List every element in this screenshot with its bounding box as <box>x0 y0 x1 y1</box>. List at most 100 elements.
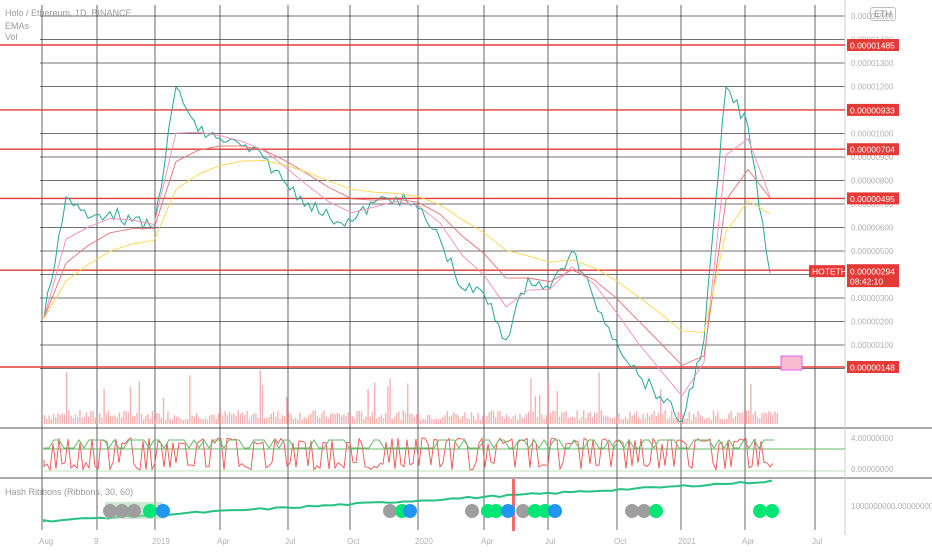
volume-bar <box>345 416 347 424</box>
volume-bar <box>66 372 68 424</box>
volume-bar <box>275 416 277 424</box>
volume-bar <box>338 413 341 424</box>
volume-bar <box>761 413 763 424</box>
volume-bar <box>259 370 261 424</box>
signal-dot-10 <box>489 504 503 518</box>
volume-bar <box>726 418 728 424</box>
volume-bar <box>178 417 180 424</box>
volume-bar <box>495 417 497 424</box>
volume-bar <box>255 413 257 424</box>
volume-bar <box>266 417 268 424</box>
volume-bar <box>558 416 561 424</box>
volume-bar <box>154 419 156 424</box>
volume-bar <box>616 416 618 424</box>
volume-bar <box>143 419 145 424</box>
volume-bar <box>385 413 387 424</box>
volume-bar <box>695 416 697 424</box>
volume-bar <box>618 413 620 424</box>
volume-bar <box>310 413 312 424</box>
volume-bar <box>272 411 275 424</box>
current-price-label: 0.00000294 <box>850 267 895 277</box>
volume-bar <box>512 416 514 424</box>
volume-bar <box>334 414 336 424</box>
volume-bar <box>44 415 46 424</box>
level-label: 0.00000933 <box>850 105 895 115</box>
volume-bar <box>748 410 750 424</box>
x-tick-label: Jul <box>812 537 822 546</box>
volume-bar <box>591 417 594 424</box>
x-tick-label: Jul <box>545 537 555 546</box>
osc-green-line <box>43 439 774 450</box>
volume-bar <box>640 419 642 424</box>
volume-bar <box>574 417 576 424</box>
volume-bar <box>413 417 415 424</box>
volume-bar <box>734 415 737 424</box>
volume-bar <box>290 414 292 424</box>
volume-bar <box>473 416 475 424</box>
volume-bar <box>127 412 129 424</box>
volume-bar <box>477 412 479 424</box>
volume-bar <box>147 414 149 424</box>
volume-bar <box>730 410 732 424</box>
volume-bar <box>499 411 501 424</box>
volume-bar <box>668 417 671 424</box>
volume-bar <box>288 412 290 424</box>
volume-bar <box>81 417 83 424</box>
volume-bar <box>732 418 734 424</box>
volume-bar <box>92 411 94 424</box>
volume-bar <box>770 412 772 424</box>
volume-bar <box>68 410 70 424</box>
volume-bar <box>299 412 301 424</box>
volume-bar <box>85 412 88 424</box>
x-tick-label: Apr <box>481 537 494 546</box>
volume-bar <box>268 416 270 424</box>
volume-bar <box>580 416 583 424</box>
level-label: 0.00000148 <box>850 363 895 373</box>
volume-bar <box>52 414 55 424</box>
volume-bar <box>396 413 398 424</box>
volume-bar <box>286 396 288 424</box>
volume-bar <box>633 413 635 424</box>
volume-bar <box>332 412 334 424</box>
volume-bar <box>675 418 677 424</box>
currency-badge[interactable]: ETH <box>870 7 896 21</box>
volume-bar <box>398 411 400 424</box>
volume-bar <box>235 415 237 424</box>
volume-bar <box>530 378 532 424</box>
volume-bar <box>378 416 380 424</box>
volume-bar <box>114 415 116 424</box>
volume-bar <box>690 420 693 424</box>
volume-bar <box>563 412 565 424</box>
volume-bar <box>752 414 754 424</box>
volume-bar <box>607 416 609 424</box>
volume-bar <box>739 413 741 424</box>
level-label-bg-5 <box>847 361 899 373</box>
volume-bar <box>101 417 103 424</box>
volume-bar <box>409 413 411 424</box>
volume-bar <box>717 411 719 424</box>
volume-bar <box>649 416 651 424</box>
volume-bar <box>631 416 633 424</box>
volume-bar <box>59 415 61 424</box>
signal-dot-19 <box>753 504 767 518</box>
volume-bar <box>140 414 143 424</box>
volume-bar <box>534 396 536 424</box>
volume-bar <box>448 416 451 424</box>
volume-bar <box>774 411 776 424</box>
volume-bar <box>576 410 578 424</box>
volume-bar <box>358 410 360 424</box>
volume-bar <box>110 415 112 424</box>
volume-bar <box>712 410 715 424</box>
ema-legend: EMAs <box>5 21 30 31</box>
volume-bar <box>138 381 140 424</box>
volume-bar <box>182 420 184 424</box>
volume-bar <box>149 418 151 424</box>
volume-bar <box>466 418 468 424</box>
y-tick-label: 0.00000200 <box>851 318 894 327</box>
volume-bar <box>660 389 662 424</box>
volume-bar <box>48 415 50 424</box>
volume-bar <box>90 410 92 424</box>
x-tick-label: Aug <box>39 537 53 546</box>
